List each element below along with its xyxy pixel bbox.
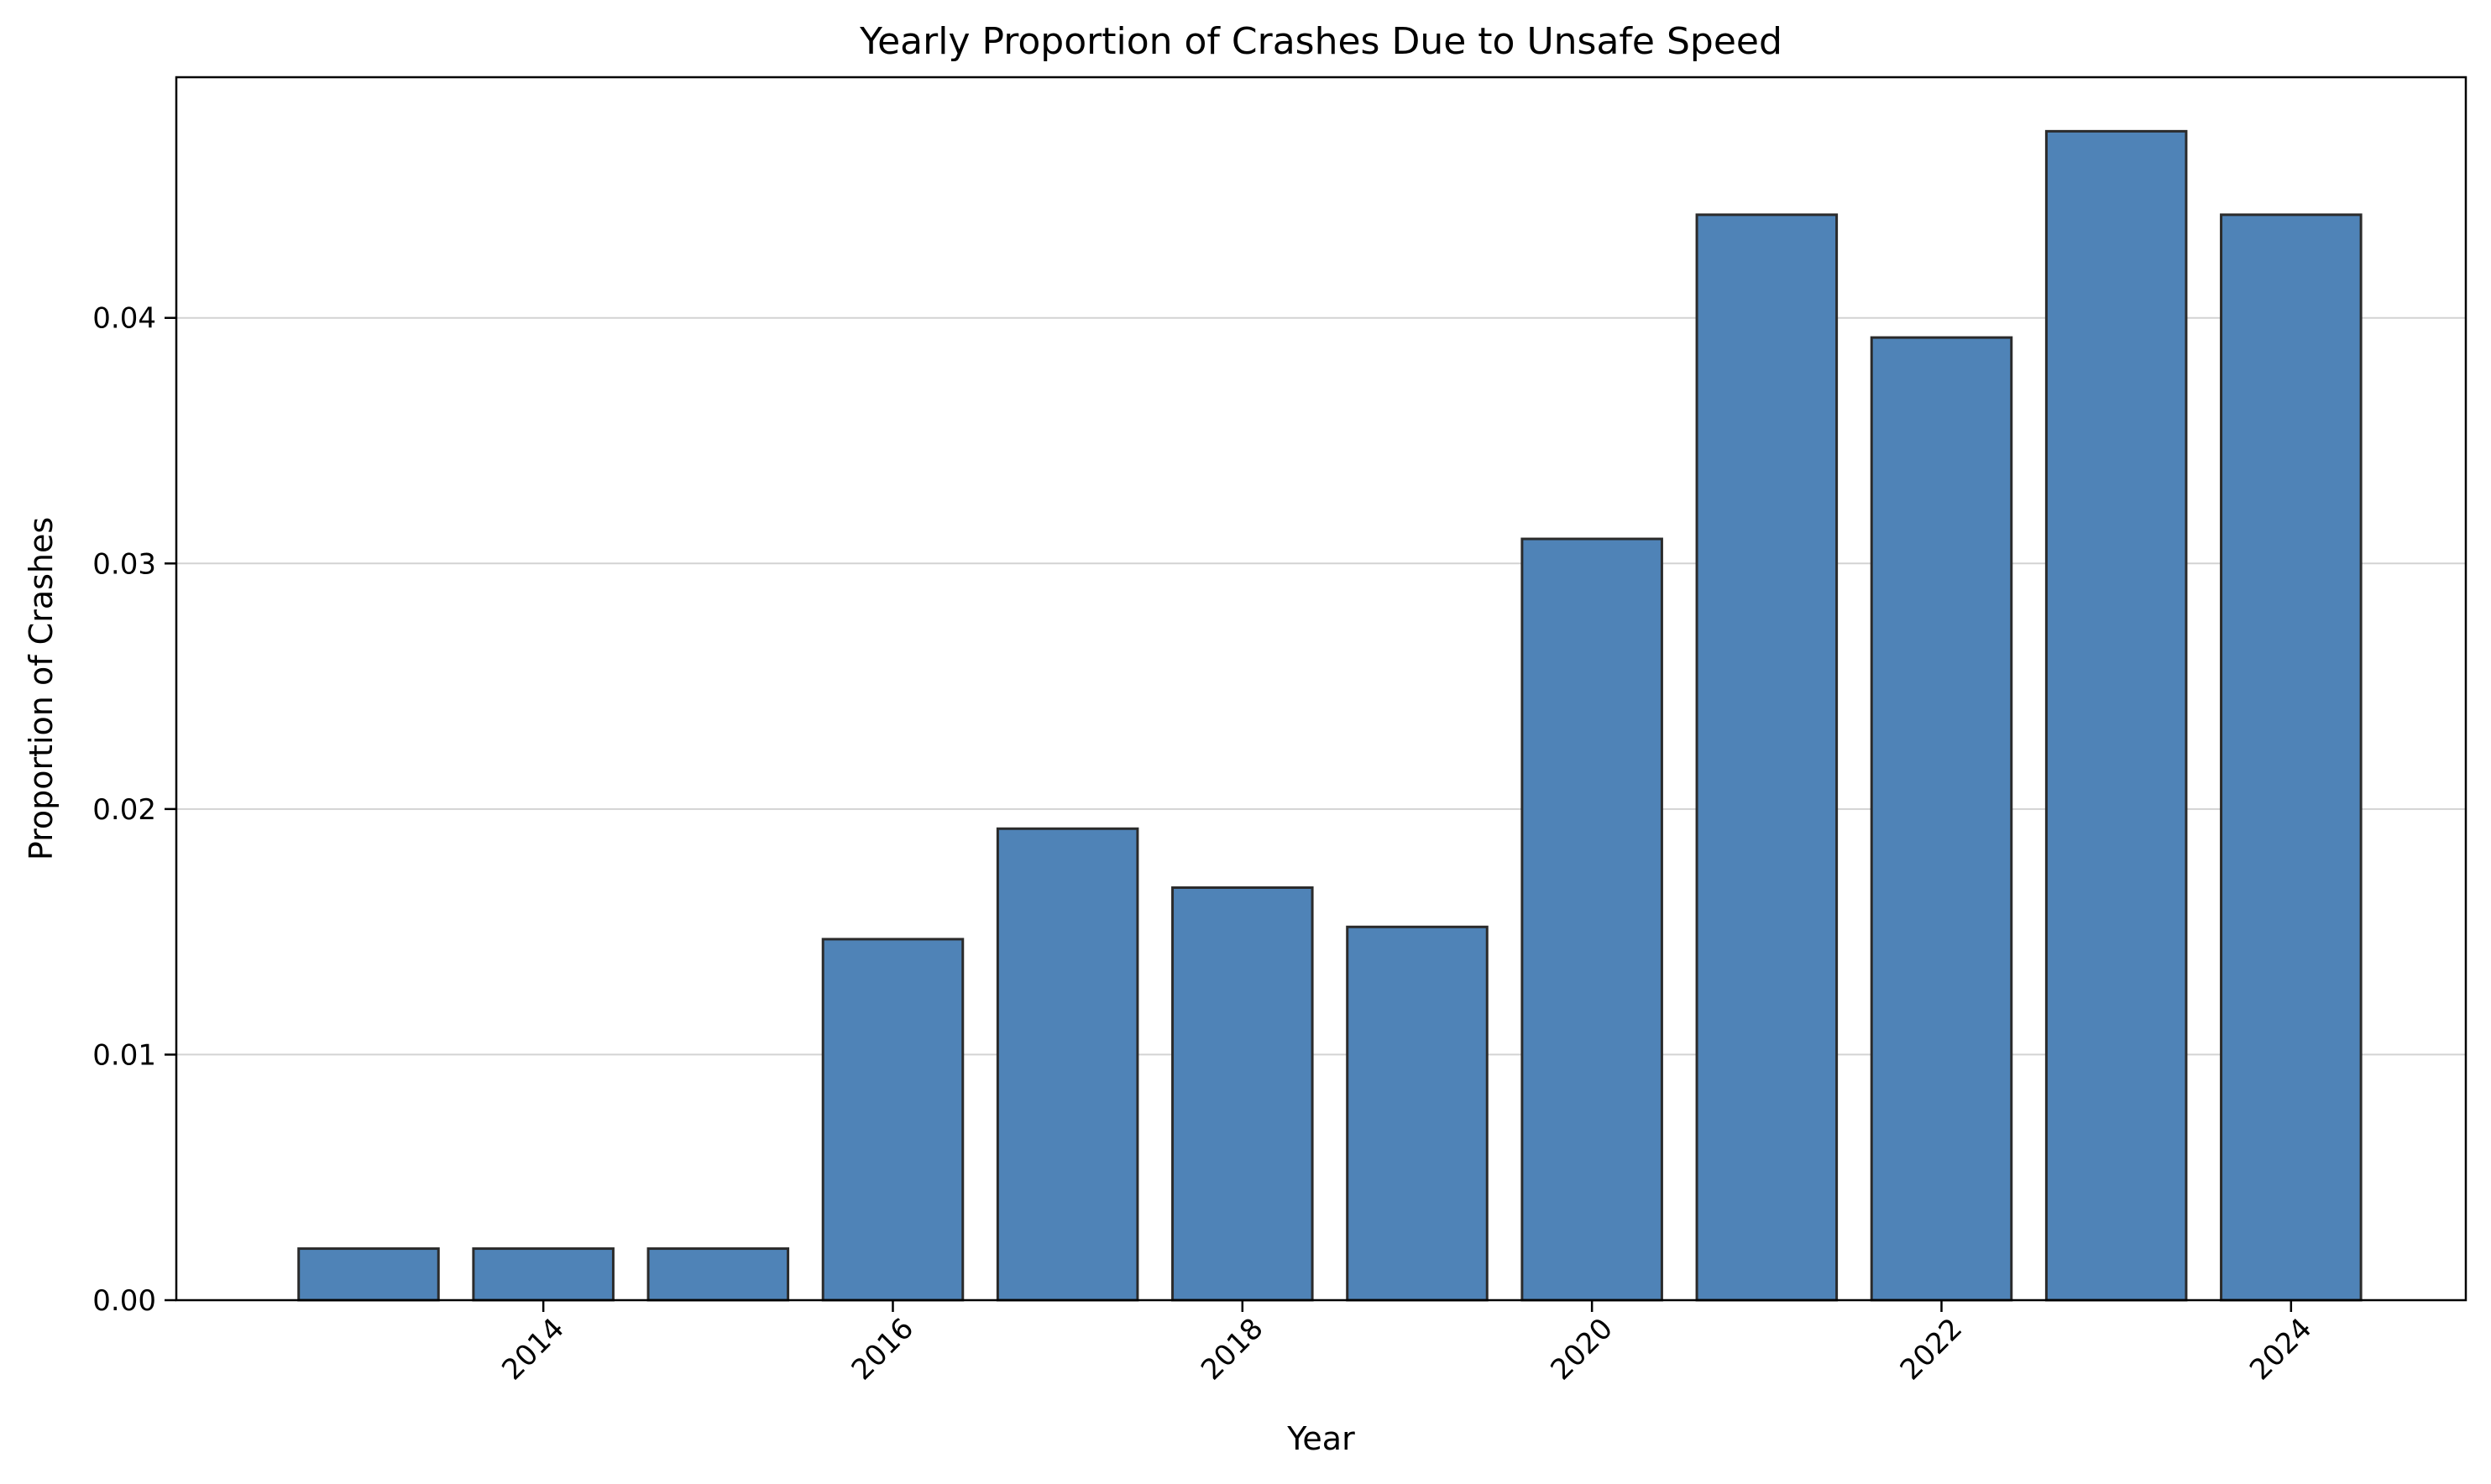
y-tick-label: 0.02: [92, 793, 156, 827]
chart-title: Yearly Proportion of Crashes Due to Unsa…: [859, 20, 1782, 63]
bar-2019: [1346, 925, 1489, 1302]
y-axis-label: Proportion of Crashes: [23, 517, 60, 860]
bar-2022: [1870, 336, 2013, 1302]
bar-2020: [1520, 537, 1663, 1302]
bar-2017: [996, 827, 1139, 1302]
bar-2013: [297, 1247, 440, 1302]
plot-frame: [175, 76, 2467, 1302]
bar-2018: [1171, 886, 1314, 1302]
bar-2015: [646, 1247, 790, 1302]
bar-2021: [1695, 213, 1839, 1302]
y-tick-label: 0.03: [92, 547, 156, 581]
bars: [297, 129, 2363, 1302]
bar-2016: [821, 938, 965, 1302]
bar-2014: [472, 1247, 615, 1302]
y-tick-label: 0.01: [92, 1038, 156, 1072]
bar-2024: [2220, 213, 2363, 1302]
y-tick-label: 0.04: [92, 302, 156, 336]
y-tick-label: 0.00: [92, 1284, 156, 1318]
bar-2023: [2044, 129, 2188, 1302]
x-axis-label: Year: [1286, 1420, 1355, 1457]
y-axis-ticks: 0.00 0.01 0.02 0.03 0.04: [92, 302, 176, 1318]
